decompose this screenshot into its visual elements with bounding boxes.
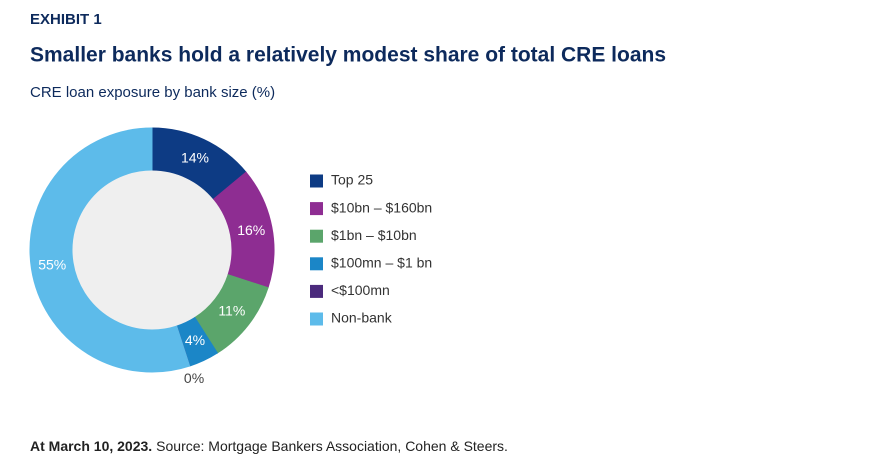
legend-label: <$100mn bbox=[331, 282, 390, 298]
slice-label: 0% bbox=[184, 370, 204, 386]
exhibit-label: EXHIBIT 1 bbox=[30, 11, 102, 28]
note-date: At March 10, 2023. bbox=[30, 438, 152, 454]
donut-hole bbox=[72, 170, 232, 330]
legend-label: $10bn – $160bn bbox=[331, 199, 432, 215]
legend-label: Non-bank bbox=[331, 310, 393, 326]
slice-label: 55% bbox=[38, 257, 66, 273]
note-source: Source: Mortgage Bankers Association, Co… bbox=[156, 438, 508, 454]
chart-title: Smaller banks hold a relatively modest s… bbox=[30, 44, 666, 67]
legend-swatch bbox=[310, 174, 323, 188]
legend-swatch bbox=[310, 312, 323, 326]
legend-swatch bbox=[310, 257, 323, 271]
slice-label: 11% bbox=[218, 303, 245, 319]
slice-label: 4% bbox=[185, 332, 205, 348]
legend-swatch bbox=[310, 202, 323, 216]
legend-label: $1bn – $10bn bbox=[331, 227, 417, 243]
legend-label: $100mn – $1 bn bbox=[331, 255, 432, 271]
legend-label: Top 25 bbox=[331, 172, 373, 188]
slice-label: 16% bbox=[237, 222, 265, 238]
legend-swatch bbox=[310, 284, 323, 298]
donut-slice bbox=[29, 127, 191, 373]
slice-label: 14% bbox=[181, 149, 209, 165]
chart-subtitle: CRE loan exposure by bank size (%) bbox=[30, 84, 275, 101]
legend-swatch bbox=[310, 229, 323, 243]
footnote: At March 10, 2023. Source: Mortgage Banke… bbox=[30, 438, 508, 454]
